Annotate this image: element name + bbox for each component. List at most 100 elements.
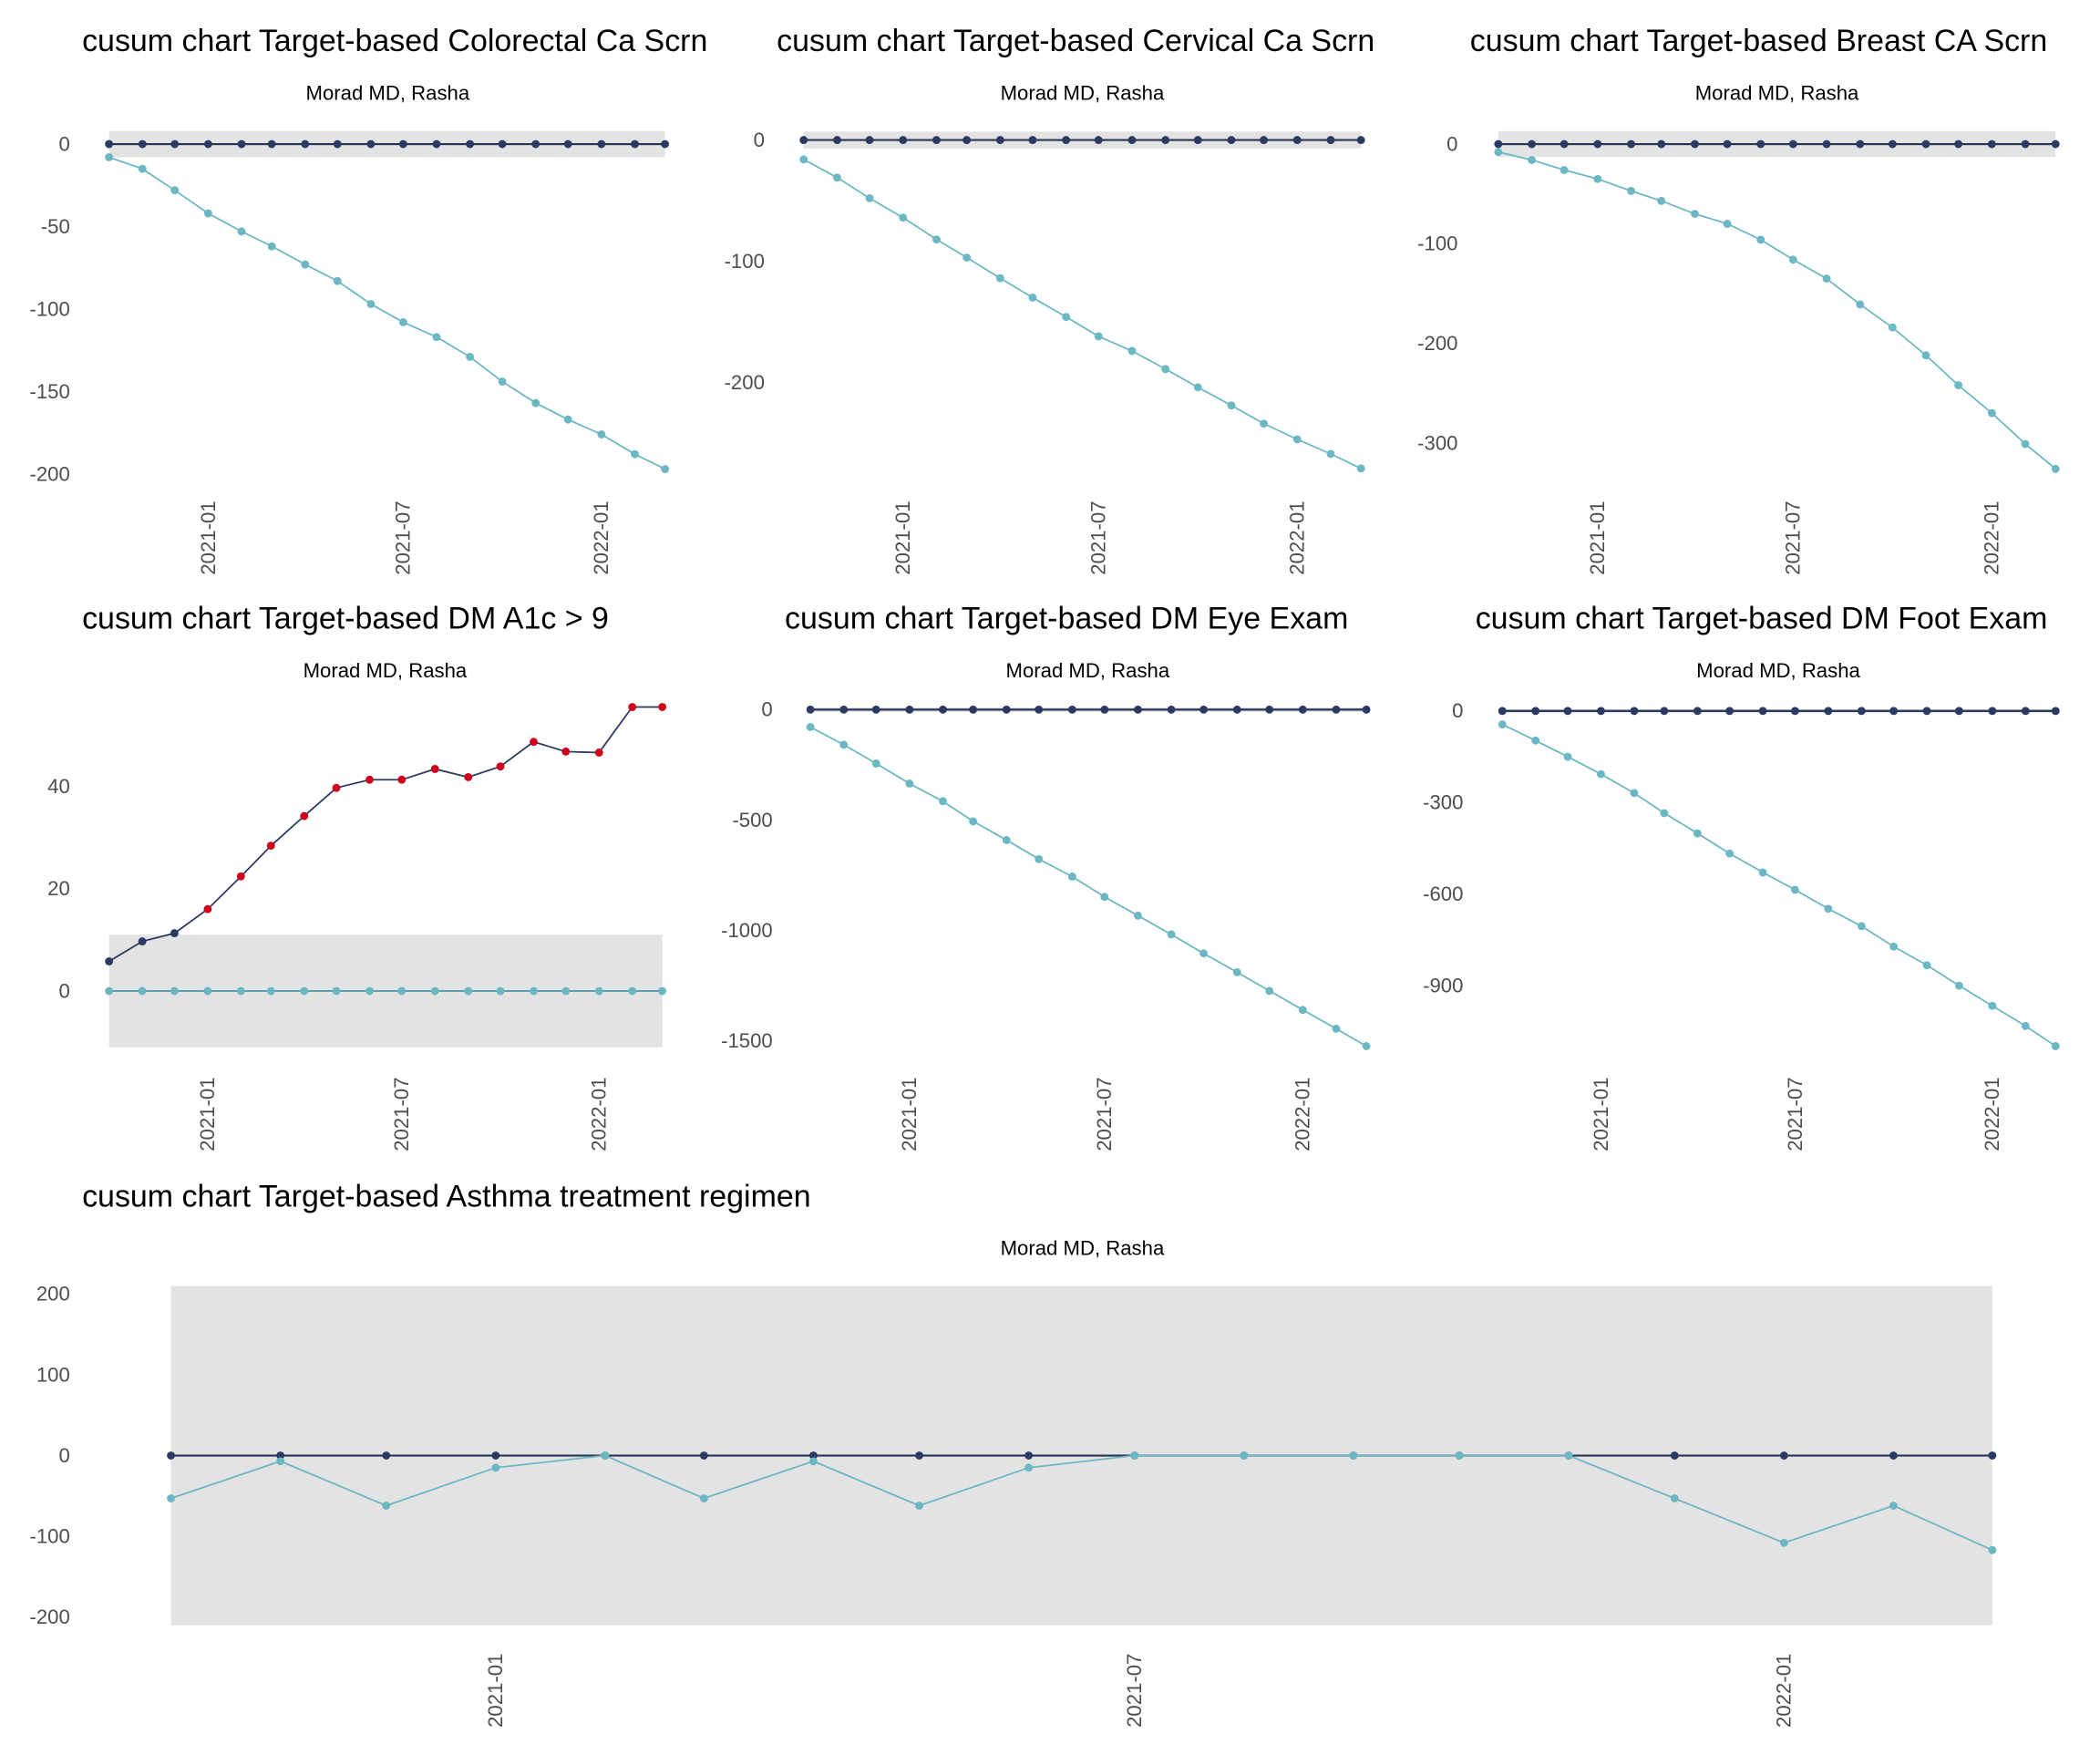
lower-cusum-point [1035,854,1044,863]
lower-cusum-point [865,193,874,202]
lower-cusum-point [138,986,147,996]
lower-cusum-point [939,797,947,806]
upper-cusum-point [1560,139,1569,149]
y-tick-label: 40 [47,775,70,798]
lower-cusum-point [276,1457,285,1466]
x-tick-label: 2021-07 [392,501,415,574]
y-tick-label: -600 [1423,883,1463,905]
signal-point [397,775,407,784]
lower-cusum-point [932,235,941,244]
upper-cusum-point [1161,136,1170,145]
x-tick-label: 2021-01 [1590,1078,1612,1151]
lower-cusum-point [203,209,212,218]
lower-cusum-point [1922,961,1931,970]
upper-cusum-point [932,136,941,145]
upper-cusum-point [1260,136,1268,145]
upper-cusum-point [1856,139,1865,149]
cusum-chart-panel: cusum chart Target-based DM Foot Exam Mor… [1423,602,2060,1151]
upper-cusum-point [1822,139,1831,149]
x-tick-label: 2022-01 [1292,1078,1314,1151]
upper-cusum-point [1199,705,1209,714]
upper-cusum-point [939,705,947,714]
lower-cusum-point [1232,967,1241,976]
upper-cusum-point [1167,705,1176,714]
lower-cusum-point [1693,829,1702,838]
lower-cusum-point [1921,351,1930,360]
lower-cusum-point [138,164,147,173]
chart-title: cusum chart Target-based Breast CA Scrn [1470,24,2047,58]
lower-cusum-point [1100,893,1109,902]
upper-cusum-point [1725,707,1735,716]
lower-cusum-point [1822,274,1831,284]
lower-cusum-point [899,213,908,222]
lower-cusum-point [1856,300,1865,309]
lower-cusum-point [1954,381,1963,389]
upper-cusum-point [1134,705,1142,714]
cusum-chart-panel: cusum chart Target-based Breast CA Scrn M… [1417,24,2060,575]
upper-cusum-point [1498,707,1507,716]
lower-cusum-point [203,986,212,996]
lower-cusum-point [1988,1001,1997,1010]
lower-cusum-point [430,986,439,996]
signal-point [236,872,245,881]
lower-cusum-point [1067,872,1076,881]
lower-cusum-point [1630,789,1639,798]
lower-cusum-point [1326,449,1335,459]
y-tick-label: -50 [41,215,70,238]
x-tick-label: 2022-01 [1981,501,2003,574]
lower-cusum-point [1857,922,1866,931]
upper-cusum-point [1062,136,1071,145]
x-tick-label: 2022-01 [1981,1078,2003,1151]
upper-cusum-point [1954,139,1963,149]
chart-subtitle: Morad MD, Rasha [306,81,470,104]
y-tick-label: -200 [29,1605,69,1628]
upper-cusum-point [1326,136,1335,145]
upper-cusum-point [1889,707,1899,716]
x-tick-label: 2022-01 [590,501,612,574]
lower-cusum-point [365,986,374,996]
upper-cusum-point [899,136,908,145]
upper-cusum-point [432,139,441,149]
lower-cusum-point [105,986,114,996]
lower-cusum-point [2051,464,2060,473]
signal-point [203,904,212,914]
lower-cusum-point [333,276,342,285]
lower-cusum-point [301,260,310,269]
upper-cusum-point [170,139,180,149]
upper-cusum-point [1035,705,1044,714]
lower-cusum-point [601,1451,610,1460]
upper-cusum-point [1756,139,1765,149]
upper-cusum-point [1094,136,1103,145]
upper-cusum-point [138,937,147,946]
lower-cusum-point [2021,1021,2030,1030]
chart-subtitle: Morad MD, Rasha [1001,1236,1165,1259]
cusum-chart-panel: cusum chart Target-based DM A1c > 9 Morad… [47,602,667,1151]
lower-cusum-point [1560,166,1569,174]
upper-cusum-point [366,139,376,149]
y-tick-label: 100 [36,1363,70,1386]
chart-subtitle: Morad MD, Rasha [1006,659,1170,682]
x-tick-label: 2021-07 [1123,1654,1146,1728]
lower-cusum-point [105,153,114,161]
lower-cusum-point [1298,1006,1307,1015]
lower-cusum-point [1563,752,1572,761]
lower-cusum-point [1987,408,1996,418]
lower-cusum-point [1788,255,1797,264]
upper-cusum-point [1758,707,1767,716]
upper-cusum-point [799,136,808,145]
upper-cusum-point [1691,139,1699,149]
upper-cusum-point [1356,136,1365,145]
y-tick-label: -300 [1417,431,1457,454]
lower-cusum-point [1062,313,1071,322]
lower-cusum-point [661,465,670,473]
upper-cusum-point [1593,139,1602,149]
upper-cusum-point [498,139,507,149]
upper-cusum-point [1779,1451,1788,1460]
upper-cusum-point [969,705,978,714]
x-tick-label: 2021-01 [484,1654,507,1728]
lower-cusum-point [1824,904,1833,914]
upper-cusum-point [1660,707,1669,716]
lower-cusum-point [1494,148,1503,157]
lower-cusum-point [236,986,245,996]
